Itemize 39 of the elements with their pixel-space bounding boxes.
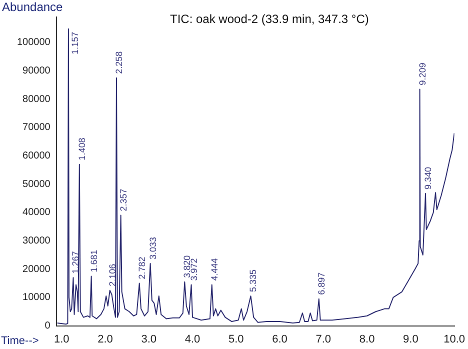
annotation: 2.106 bbox=[107, 264, 118, 286]
annotation: 6.897 bbox=[316, 272, 326, 295]
annotation: 4.444 bbox=[209, 258, 220, 281]
annotation: 3.033 bbox=[148, 236, 158, 260]
annotation: 9.209 bbox=[417, 62, 428, 86]
y-tick-label: 20000 bbox=[22, 264, 51, 275]
annotation: 1.408 bbox=[76, 138, 87, 160]
x-tick-label: 1.0 bbox=[54, 333, 70, 346]
x-tick-label: 4.0 bbox=[184, 333, 200, 346]
y-tick-label: 50000 bbox=[22, 178, 51, 190]
y-tick-label: 0 bbox=[44, 320, 51, 332]
x-tick-label: 9.0 bbox=[403, 333, 418, 346]
annotation: 1.267 bbox=[70, 251, 81, 274]
y-tick-label: 100000 bbox=[16, 37, 51, 48]
x-tick-label: 3.0 bbox=[141, 333, 157, 346]
x-tick-label: 8.0 bbox=[359, 333, 375, 346]
annotation: 9.340 bbox=[422, 166, 433, 190]
y-tick-label: 80000 bbox=[22, 94, 51, 105]
annotation: 2.357 bbox=[118, 188, 128, 212]
annotation: 5.335 bbox=[248, 270, 258, 292]
y-tick-label: 30000 bbox=[22, 236, 51, 247]
annotation: 2.782 bbox=[136, 256, 147, 280]
y-tick-label: 60000 bbox=[22, 150, 51, 162]
y-tick-label: 10000 bbox=[22, 292, 51, 304]
y-tick-label: 40000 bbox=[22, 207, 51, 218]
y-tick-label: 90000 bbox=[22, 66, 51, 77]
x-tick-label: 7.0 bbox=[316, 333, 332, 346]
annotation: 1.157 bbox=[70, 32, 80, 54]
y-axis-title: Abundance bbox=[2, 0, 63, 14]
x-tick-label: 10.0 bbox=[444, 333, 466, 346]
annotation: 1.681 bbox=[88, 250, 99, 272]
annotation: 2.258 bbox=[114, 51, 124, 74]
x-tick-label: 5.0 bbox=[228, 333, 244, 346]
x-axis-title: Time--> bbox=[1, 335, 39, 347]
x-tick-label: 2.0 bbox=[98, 333, 113, 346]
x-tick-label: 6.0 bbox=[272, 333, 288, 346]
y-tick-label: 70000 bbox=[22, 122, 51, 134]
annotation: 3.972 bbox=[188, 258, 199, 281]
chart-title: TIC: oak wood-2 (33.9 min, 347.3 °C) bbox=[170, 12, 369, 26]
